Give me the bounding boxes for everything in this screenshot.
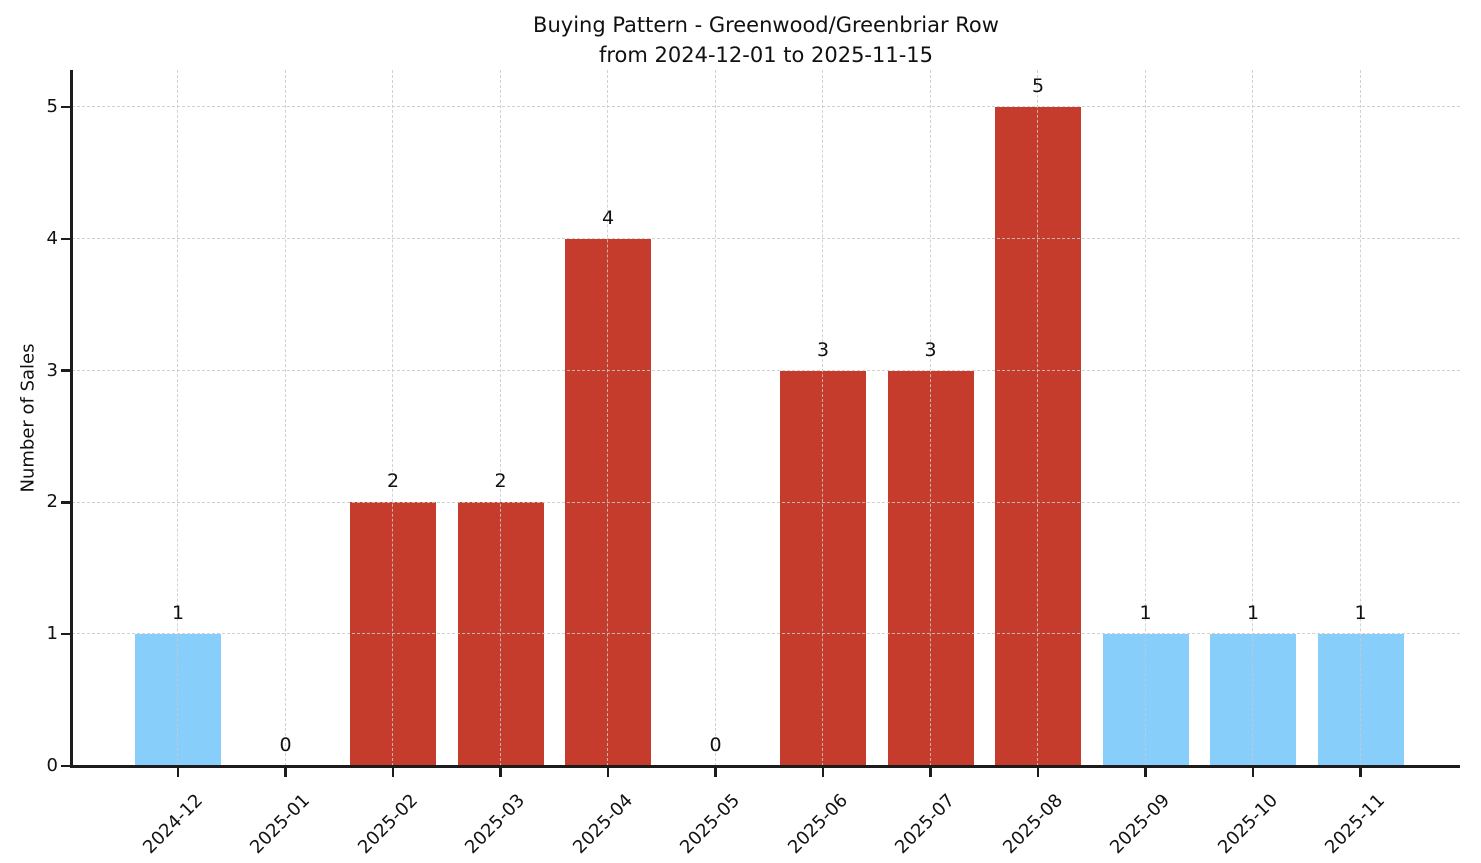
bar-value-label: 1 [1139, 602, 1152, 625]
bar-value-label: 5 [1031, 75, 1045, 97]
chart-title: Buying Pattern - Greenwood/Greenbriar Ro… [533, 13, 999, 37]
x-tick-label: 2025-05 [676, 790, 745, 859]
x-tick-label: 2025-08 [998, 790, 1067, 859]
gridline-vertical [822, 70, 824, 766]
x-tick-label: 2025-02 [353, 790, 422, 859]
y-axis-spine [70, 70, 73, 768]
gridline-vertical [929, 70, 931, 766]
x-tick-mark [821, 768, 825, 777]
gridline-vertical [607, 70, 609, 766]
x-tick-label: 2024-12 [138, 790, 207, 859]
chart-subtitle: from 2024-12-01 to 2025-11-15 [598, 43, 934, 67]
bar-value-label: 1 [1246, 602, 1260, 625]
x-tick-label: 2025-11 [1321, 790, 1390, 859]
x-tick-mark [606, 768, 610, 777]
x-tick-mark [1251, 768, 1255, 777]
gridline-vertical [1037, 70, 1039, 766]
y-tick-mark [61, 764, 70, 768]
y-tick-label: 5 [46, 96, 58, 117]
bar-value-label: 3 [924, 338, 937, 361]
x-tick-label: 2025-03 [461, 790, 530, 859]
x-tick-label: 2025-07 [891, 790, 960, 859]
gridline-horizontal [72, 238, 1460, 240]
y-tick-mark [61, 369, 70, 372]
x-tick-mark [499, 768, 502, 777]
bar-value-label: 0 [709, 734, 722, 756]
bar-value-label: 4 [601, 206, 615, 229]
y-tick-label: 3 [46, 359, 58, 381]
y-tick-label: 0 [46, 755, 58, 776]
gridline-vertical [392, 70, 394, 766]
x-tick-mark [176, 768, 180, 777]
gridline-vertical [284, 70, 286, 766]
bar-value-label: 2 [494, 470, 507, 493]
gridline-horizontal [72, 501, 1460, 503]
x-tick-mark [714, 768, 717, 777]
y-tick-mark [61, 501, 70, 504]
x-tick-mark [1036, 768, 1040, 777]
bar-value-label: 1 [171, 602, 185, 625]
bar-value-label: 3 [816, 338, 830, 361]
y-tick-mark [61, 632, 70, 636]
x-tick-label: 2025-10 [1213, 790, 1282, 859]
bar-value-label: 0 [279, 734, 292, 756]
bar-value-label: 1 [1354, 602, 1367, 625]
x-tick-mark [1359, 768, 1362, 777]
y-tick-label: 1 [46, 623, 58, 645]
x-tick-label: 2025-06 [783, 790, 852, 859]
x-tick-mark [391, 768, 395, 777]
gridline-horizontal [72, 633, 1460, 635]
gridline-vertical [714, 70, 716, 766]
gridline-vertical [499, 70, 501, 766]
y-tick-label: 4 [46, 227, 58, 249]
x-tick-mark [929, 768, 932, 777]
x-tick-mark [1144, 768, 1147, 777]
y-tick-label: 2 [46, 491, 58, 513]
x-tick-label: 2025-09 [1106, 790, 1175, 859]
bar-value-label: 2 [386, 470, 400, 493]
x-tick-label: 2025-04 [568, 790, 637, 859]
gridline-vertical [1359, 70, 1361, 766]
gridline-vertical [177, 70, 179, 766]
gridline-horizontal [72, 369, 1460, 371]
gridline-vertical [1144, 70, 1146, 766]
gridline-vertical [1252, 70, 1254, 766]
x-tick-label: 2025-01 [246, 790, 315, 859]
gridline-horizontal [72, 106, 1460, 108]
y-tick-mark [61, 105, 70, 109]
x-tick-mark [284, 768, 287, 777]
x-axis-spine [70, 765, 1460, 768]
y-tick-mark [61, 237, 70, 241]
